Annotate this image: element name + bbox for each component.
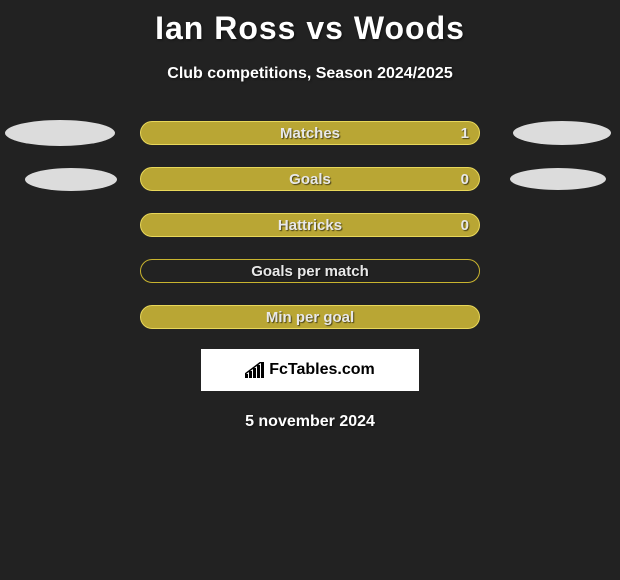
stat-value: 0 bbox=[461, 171, 469, 188]
subtitle: Club competitions, Season 2024/2025 bbox=[167, 65, 452, 83]
stat-label: Goals per match bbox=[251, 263, 369, 280]
stat-bar: Hattricks 0 bbox=[140, 213, 480, 237]
stat-row-min-per-goal: Min per goal bbox=[0, 305, 620, 329]
decor-ellipse-right bbox=[513, 121, 611, 145]
brand-badge[interactable]: FcTables.com bbox=[201, 349, 419, 391]
bar-chart-icon bbox=[245, 362, 265, 378]
decor-ellipse-left bbox=[5, 120, 115, 146]
stat-label: Goals bbox=[289, 171, 331, 188]
page-title: Ian Ross vs Woods bbox=[155, 10, 465, 47]
stat-label: Hattricks bbox=[278, 217, 342, 234]
stat-bar: Matches 1 bbox=[140, 121, 480, 145]
stat-value: 1 bbox=[461, 125, 469, 142]
stat-label: Min per goal bbox=[266, 309, 354, 326]
stat-bar: Goals per match bbox=[140, 259, 480, 283]
stat-bar: Min per goal bbox=[140, 305, 480, 329]
comparison-widget: Ian Ross vs Woods Club competitions, Sea… bbox=[0, 0, 620, 580]
stat-row-matches: Matches 1 bbox=[0, 121, 620, 145]
decor-ellipse-right bbox=[510, 168, 606, 190]
stat-row-hattricks: Hattricks 0 bbox=[0, 213, 620, 237]
brand-text: FcTables.com bbox=[269, 361, 375, 379]
date-label: 5 november 2024 bbox=[245, 413, 375, 431]
stat-row-goals-per-match: Goals per match bbox=[0, 259, 620, 283]
stat-label: Matches bbox=[280, 125, 340, 142]
stats-area: Matches 1 Goals 0 Hattricks 0 Goals per … bbox=[0, 121, 620, 329]
stat-value: 0 bbox=[461, 217, 469, 234]
stat-row-goals: Goals 0 bbox=[0, 167, 620, 191]
decor-ellipse-left bbox=[25, 168, 117, 191]
stat-bar: Goals 0 bbox=[140, 167, 480, 191]
